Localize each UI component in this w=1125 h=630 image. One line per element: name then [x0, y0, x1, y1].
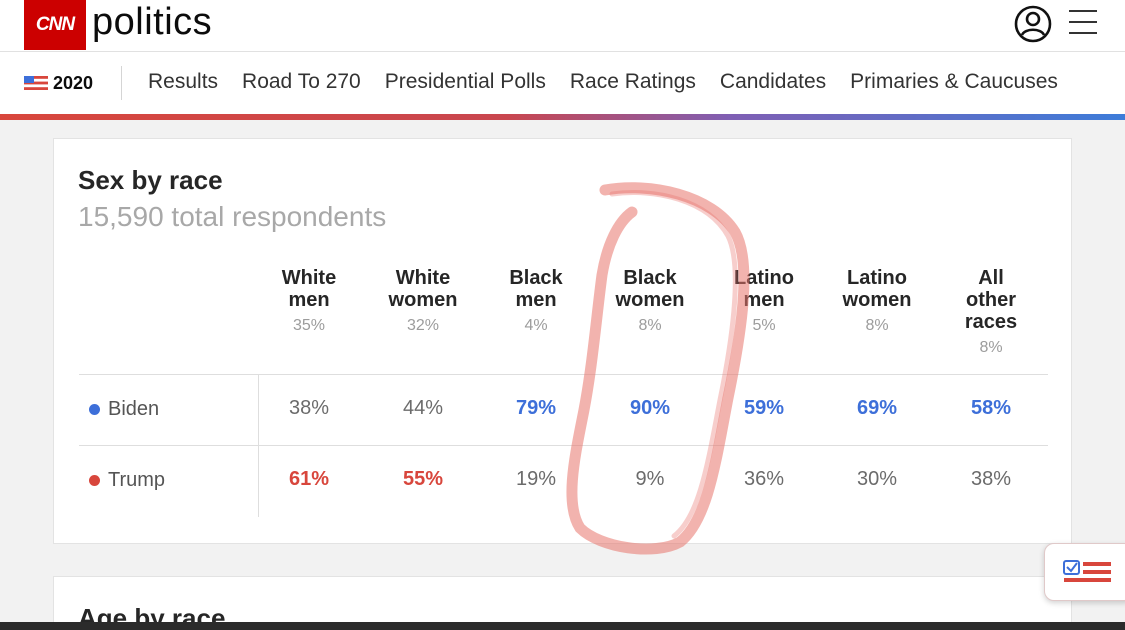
column-share: 8% [979, 339, 1003, 356]
column-label-line: women [615, 289, 685, 311]
nav-links: Results Road To 270 Presidential Polls R… [148, 70, 1058, 94]
column-label-line: men [515, 289, 557, 311]
nav-link-results[interactable]: Results [148, 70, 219, 93]
nav-link-candidates[interactable]: Candidates [719, 70, 827, 93]
trump-cell: 61% [288, 468, 330, 490]
card-subtitle: 15,590 total respondents [78, 201, 387, 232]
trump-dot-icon [89, 475, 100, 486]
column-header-latino-men: Latino men 5% [709, 267, 819, 335]
floating-ballot-button[interactable] [1044, 543, 1125, 601]
column-label-line: women [842, 289, 912, 311]
column-label-line: White [395, 267, 451, 289]
trump-cell: 55% [402, 468, 444, 490]
top-bar: CNN politics [0, 0, 1125, 52]
biden-cell: 69% [856, 397, 898, 419]
logo-text: CNN [35, 14, 75, 35]
biden-cell: 59% [743, 397, 785, 419]
cnn-logo[interactable]: CNN [24, 0, 86, 50]
table-divider [79, 374, 1048, 375]
trump-cell: 30% [856, 468, 898, 490]
column-share: 8% [865, 317, 889, 334]
card-title: Sex by race [78, 165, 223, 195]
column-header-black-women: Black women 8% [595, 267, 705, 335]
section-title[interactable]: politics [92, 1, 213, 43]
column-label-line: Latino [734, 267, 794, 289]
bottom-bar [0, 622, 1125, 630]
column-header-black-men: Black men 4% [481, 267, 591, 335]
column-label-line: Black [623, 267, 677, 289]
column-share: 4% [524, 317, 548, 334]
nav-divider [121, 66, 122, 100]
nav-2020-home[interactable]: 2020 [24, 70, 93, 96]
trump-cell: 9% [635, 468, 665, 490]
election-nav: 2020 Results Road To 270 Presidential Po… [0, 52, 1125, 114]
biden-cell: 44% [402, 397, 444, 419]
sex-by-race-card: Sex by race 15,590 total respondents Whi… [53, 138, 1072, 544]
column-share: 5% [752, 317, 776, 334]
table-vertical-divider [258, 374, 259, 517]
row-label-biden: Biden [89, 398, 159, 421]
column-label-line: Black [509, 267, 563, 289]
nav-link-race-ratings[interactable]: Race Ratings [569, 70, 696, 93]
column-label-line: Latino [847, 267, 907, 289]
trump-cell: 38% [970, 468, 1012, 490]
biden-dot-icon [89, 404, 100, 415]
user-account-icon[interactable] [1013, 4, 1053, 44]
column-label-line: men [743, 289, 785, 311]
nav-gradient-stripe [0, 114, 1125, 120]
nav-link-road-to-270[interactable]: Road To 270 [242, 70, 361, 93]
column-share: 35% [292, 317, 326, 334]
column-share: 8% [638, 317, 662, 334]
biden-cell: 38% [288, 397, 330, 419]
ballot-checklist-icon [1063, 560, 1111, 582]
us-flag-icon [24, 76, 48, 90]
biden-cell: 79% [515, 397, 557, 419]
nav-link-presidential-polls[interactable]: Presidential Polls [384, 70, 546, 93]
nav-year-label: 2020 [53, 72, 94, 93]
column-share: 32% [406, 317, 440, 334]
biden-cell: 90% [629, 397, 671, 419]
column-label-line: women [388, 289, 458, 311]
column-label-line: other [966, 289, 1016, 311]
column-header-white-men: White men 35% [254, 267, 364, 335]
nav-link-primaries-caucuses[interactable]: Primaries & Caucuses [850, 70, 1058, 93]
trump-cell: 36% [743, 468, 785, 490]
column-label-line: White [281, 267, 337, 289]
column-label-line: men [288, 289, 330, 311]
row-label-trump: Trump [89, 469, 165, 492]
table-divider [79, 445, 1048, 446]
hamburger-menu-icon[interactable] [1068, 8, 1098, 36]
candidate-name: Biden [108, 398, 160, 420]
column-label-line: races [964, 311, 1018, 333]
column-label-line: All [978, 267, 1004, 289]
biden-cell: 58% [970, 397, 1012, 419]
column-header-all-other-races: All other races 8% [936, 267, 1046, 357]
candidate-name: Trump [108, 469, 166, 491]
column-header-latino-women: Latino women 8% [822, 267, 932, 335]
trump-cell: 19% [515, 468, 557, 490]
column-header-white-women: White women 32% [368, 267, 478, 335]
